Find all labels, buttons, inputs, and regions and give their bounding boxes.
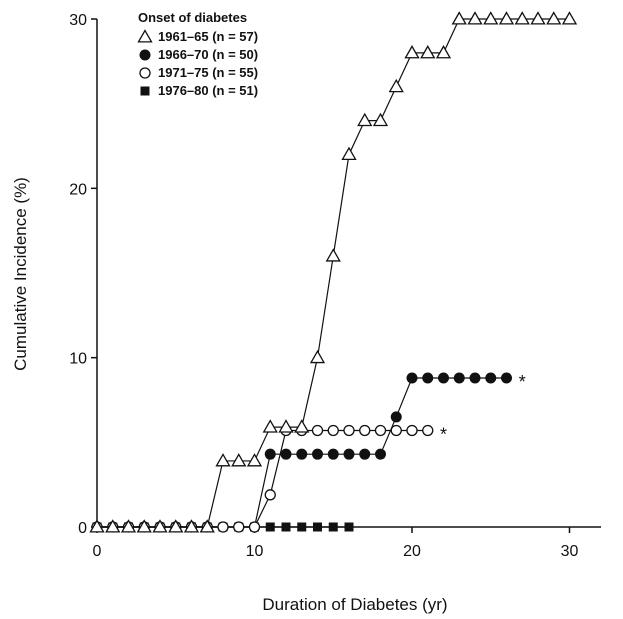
- data-point: [325, 248, 341, 262]
- y-axis-label: Cumulative Incidence (%): [11, 177, 30, 371]
- data-point: [374, 424, 387, 437]
- y-tick-label: 30: [69, 12, 87, 29]
- x-tick-label: 0: [93, 543, 102, 560]
- data-point: [530, 11, 546, 25]
- data-point: [120, 519, 137, 533]
- data-point: [420, 45, 436, 59]
- data-point: [406, 424, 418, 437]
- legend-entry: 1976–80 (n = 51): [158, 83, 258, 98]
- data-point: [357, 112, 373, 127]
- data-point: [265, 522, 275, 532]
- legend-marker: [137, 29, 153, 43]
- data-point: [561, 11, 578, 25]
- data-point: [343, 448, 355, 460]
- data-point: [390, 424, 402, 437]
- data-point: [297, 522, 307, 532]
- data-point: [546, 11, 562, 25]
- data-point: [246, 453, 263, 467]
- data-point: [501, 372, 512, 384]
- legend-title: Onset of diabetes: [138, 10, 247, 25]
- x-tick-label: 20: [403, 543, 421, 560]
- legend: Onset of diabetes 1961–65 (n = 57) 1966–7…: [137, 10, 258, 98]
- data-point: [217, 521, 229, 533]
- y-ticks: 0 10 20 30: [69, 12, 97, 537]
- axes: 0 10 20 30 0 10 20 30: [69, 12, 601, 560]
- data-point: [248, 521, 261, 533]
- data-point: [469, 372, 481, 384]
- data-point: [136, 519, 152, 533]
- data-point: [344, 522, 354, 532]
- data-point: [438, 372, 449, 384]
- annotation-asterisk: *: [440, 424, 447, 444]
- series-2: [91, 372, 512, 533]
- x-ticks: 0 10 20 30: [93, 527, 579, 560]
- series-1: [89, 11, 578, 533]
- data-point: [498, 11, 515, 25]
- x-axis-label: Duration of Diabetes (yr): [262, 595, 447, 614]
- data-point: [327, 424, 339, 437]
- data-point: [485, 372, 497, 384]
- y-tick-label: 10: [69, 351, 87, 368]
- data-point: [404, 45, 420, 59]
- data-point: [343, 424, 355, 437]
- data-point: [372, 112, 389, 127]
- data-point: [105, 519, 121, 533]
- data-point: [264, 489, 276, 501]
- data-point: [359, 448, 371, 460]
- data-point: [152, 519, 168, 533]
- data-point: [312, 448, 323, 460]
- data-point: [309, 349, 326, 364]
- data-point: [390, 411, 402, 423]
- data-point: [278, 419, 294, 433]
- data-point: [280, 448, 292, 460]
- data-point: [168, 519, 184, 533]
- data-point: [388, 78, 404, 93]
- data-point: [89, 519, 105, 533]
- data-point: [406, 372, 418, 384]
- data-point: [514, 11, 530, 25]
- data-point: [327, 448, 339, 460]
- data-point: [359, 424, 371, 437]
- data-point: [453, 372, 465, 384]
- annotation-asterisk: *: [519, 372, 526, 392]
- data-point: [341, 146, 357, 160]
- annotations: **: [440, 372, 526, 444]
- data-point: [422, 424, 434, 437]
- data-point: [451, 11, 467, 25]
- data-point: [375, 448, 386, 460]
- y-tick-label: 0: [78, 520, 87, 537]
- data-point: [296, 448, 308, 460]
- data-point: [311, 424, 324, 437]
- legend-marker: [139, 49, 151, 61]
- legend-items: 1961–65 (n = 57) 1966–70 (n = 50) 1971–75 …: [137, 29, 258, 98]
- x-tick-label: 30: [561, 543, 579, 560]
- legend-entry: 1961–65 (n = 57): [158, 29, 258, 44]
- data-point: [215, 453, 231, 467]
- data-point: [328, 522, 338, 532]
- data-point: [233, 521, 245, 533]
- data-point: [422, 372, 434, 384]
- data-point: [231, 453, 247, 467]
- series-layer: [89, 11, 578, 533]
- data-point: [483, 11, 499, 25]
- data-point: [264, 448, 276, 460]
- legend-entry: 1971–75 (n = 55): [158, 65, 258, 80]
- data-point: [313, 522, 322, 532]
- x-tick-label: 10: [246, 543, 264, 560]
- data-point: [281, 522, 291, 532]
- legend-entry: 1966–70 (n = 50): [158, 47, 258, 62]
- data-point: [262, 419, 278, 433]
- data-point: [467, 11, 483, 25]
- legend-marker: [140, 86, 150, 96]
- data-point: [435, 45, 452, 59]
- data-point: [183, 519, 200, 533]
- legend-marker: [139, 67, 151, 79]
- y-tick-label: 20: [69, 181, 87, 198]
- series-3: [91, 424, 434, 533]
- data-point: [199, 519, 215, 533]
- data-point: [294, 419, 310, 433]
